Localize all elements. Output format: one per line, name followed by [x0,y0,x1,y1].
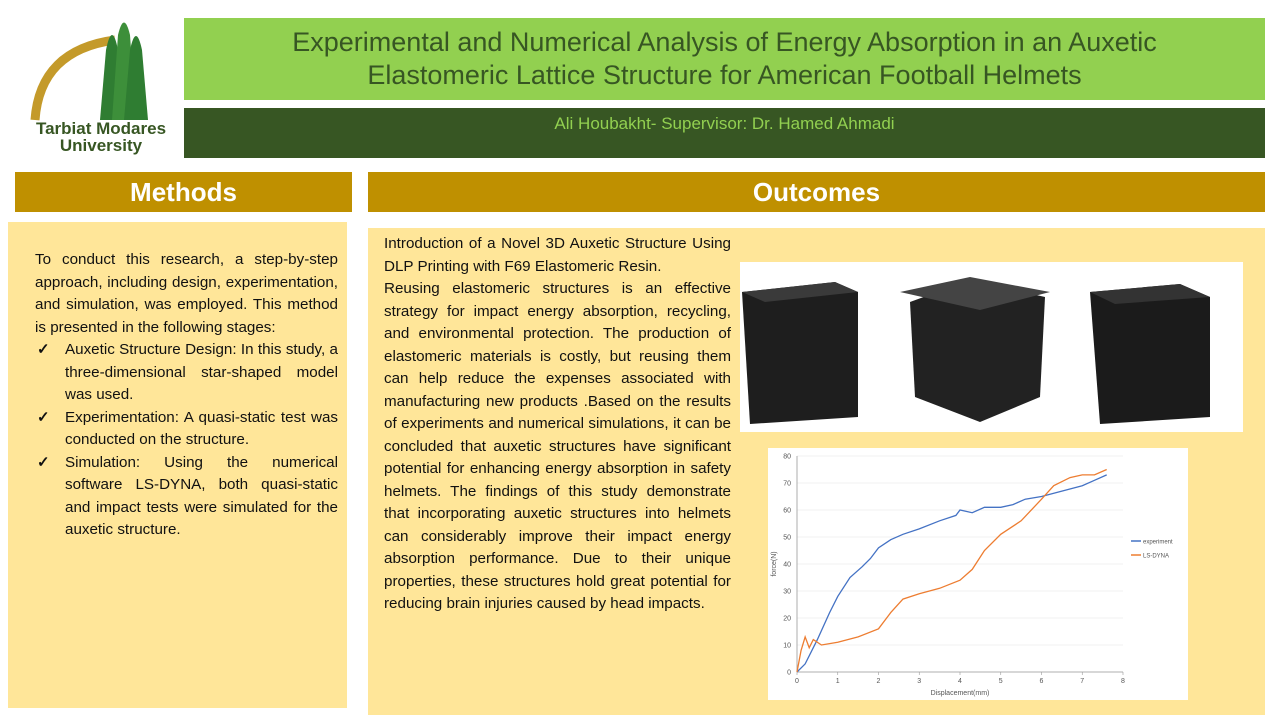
methods-list: Auxetic Structure Design: In this study,… [35,339,338,542]
y-tick-label: 80 [783,454,791,461]
x-tick-label: 7 [1080,678,1084,685]
x-tick-label: 6 [1040,678,1044,685]
y-tick-label: 20 [783,616,791,623]
outcomes-heading: Outcomes [368,172,1265,212]
x-tick-label: 2 [877,678,881,685]
outcomes-text: Introduction of a Novel 3D Auxetic Struc… [384,233,731,616]
authors: Ali Houbakht- Supervisor: Dr. Hamed Ahma… [184,108,1265,158]
methods-item: Auxetic Structure Design: In this study,… [35,339,338,407]
y-tick-label: 0 [787,670,791,677]
methods-heading: Methods [15,172,352,212]
methods-intro: To conduct this research, a step-by-step… [35,251,338,336]
y-tick-label: 50 [783,535,791,542]
x-tick-label: 3 [917,678,921,685]
y-tick-label: 30 [783,589,791,596]
x-tick-label: 5 [999,678,1003,685]
cube [742,282,858,424]
y-tick-label: 60 [783,508,791,515]
poster-title: Experimental and Numerical Analysis of E… [184,18,1265,100]
methods-text: To conduct this research, a step-by-step… [35,249,338,542]
x-tick-label: 0 [795,678,799,685]
y-tick-label: 40 [783,562,791,569]
paragraph: Introduction of a Novel 3D Auxetic Struc… [384,235,731,275]
cube [1090,284,1210,424]
structure-photos [740,262,1243,432]
logo-line: Tarbiat Modares [35,119,167,138]
paragraph: Reusing elastomeric structures is an eff… [384,280,731,612]
y-axis-title: force(N) [771,551,778,576]
y-tick-label: 70 [783,481,791,488]
series-line [796,474,1107,673]
logo-emblem [30,22,148,121]
legend-label: LS-DYNA [1143,554,1169,560]
legend-label: experiment [1143,540,1173,546]
cube [900,277,1050,422]
logo-text: Tarbiat Modares University [26,120,176,154]
methods-item: Experimentation: A quasi-static test was… [35,407,338,452]
x-tick-label: 1 [836,678,840,685]
x-tick-label: 4 [958,678,962,685]
logo-line: University [59,136,143,155]
force-displacement-chart: 0 10 20 30 40 50 60 70 80 0 1 2 3 4 5 6 7 8 Displacement(m… [768,448,1188,700]
title-text: Experimental and Numerical Analysis of E… [292,27,1157,90]
y-tick-label: 10 [783,643,791,650]
series-line [796,468,1107,673]
methods-item: Simulation: Using the numerical software… [35,452,338,542]
x-tick-label: 8 [1121,678,1125,685]
x-axis-title: Displacement(mm) [931,690,990,697]
